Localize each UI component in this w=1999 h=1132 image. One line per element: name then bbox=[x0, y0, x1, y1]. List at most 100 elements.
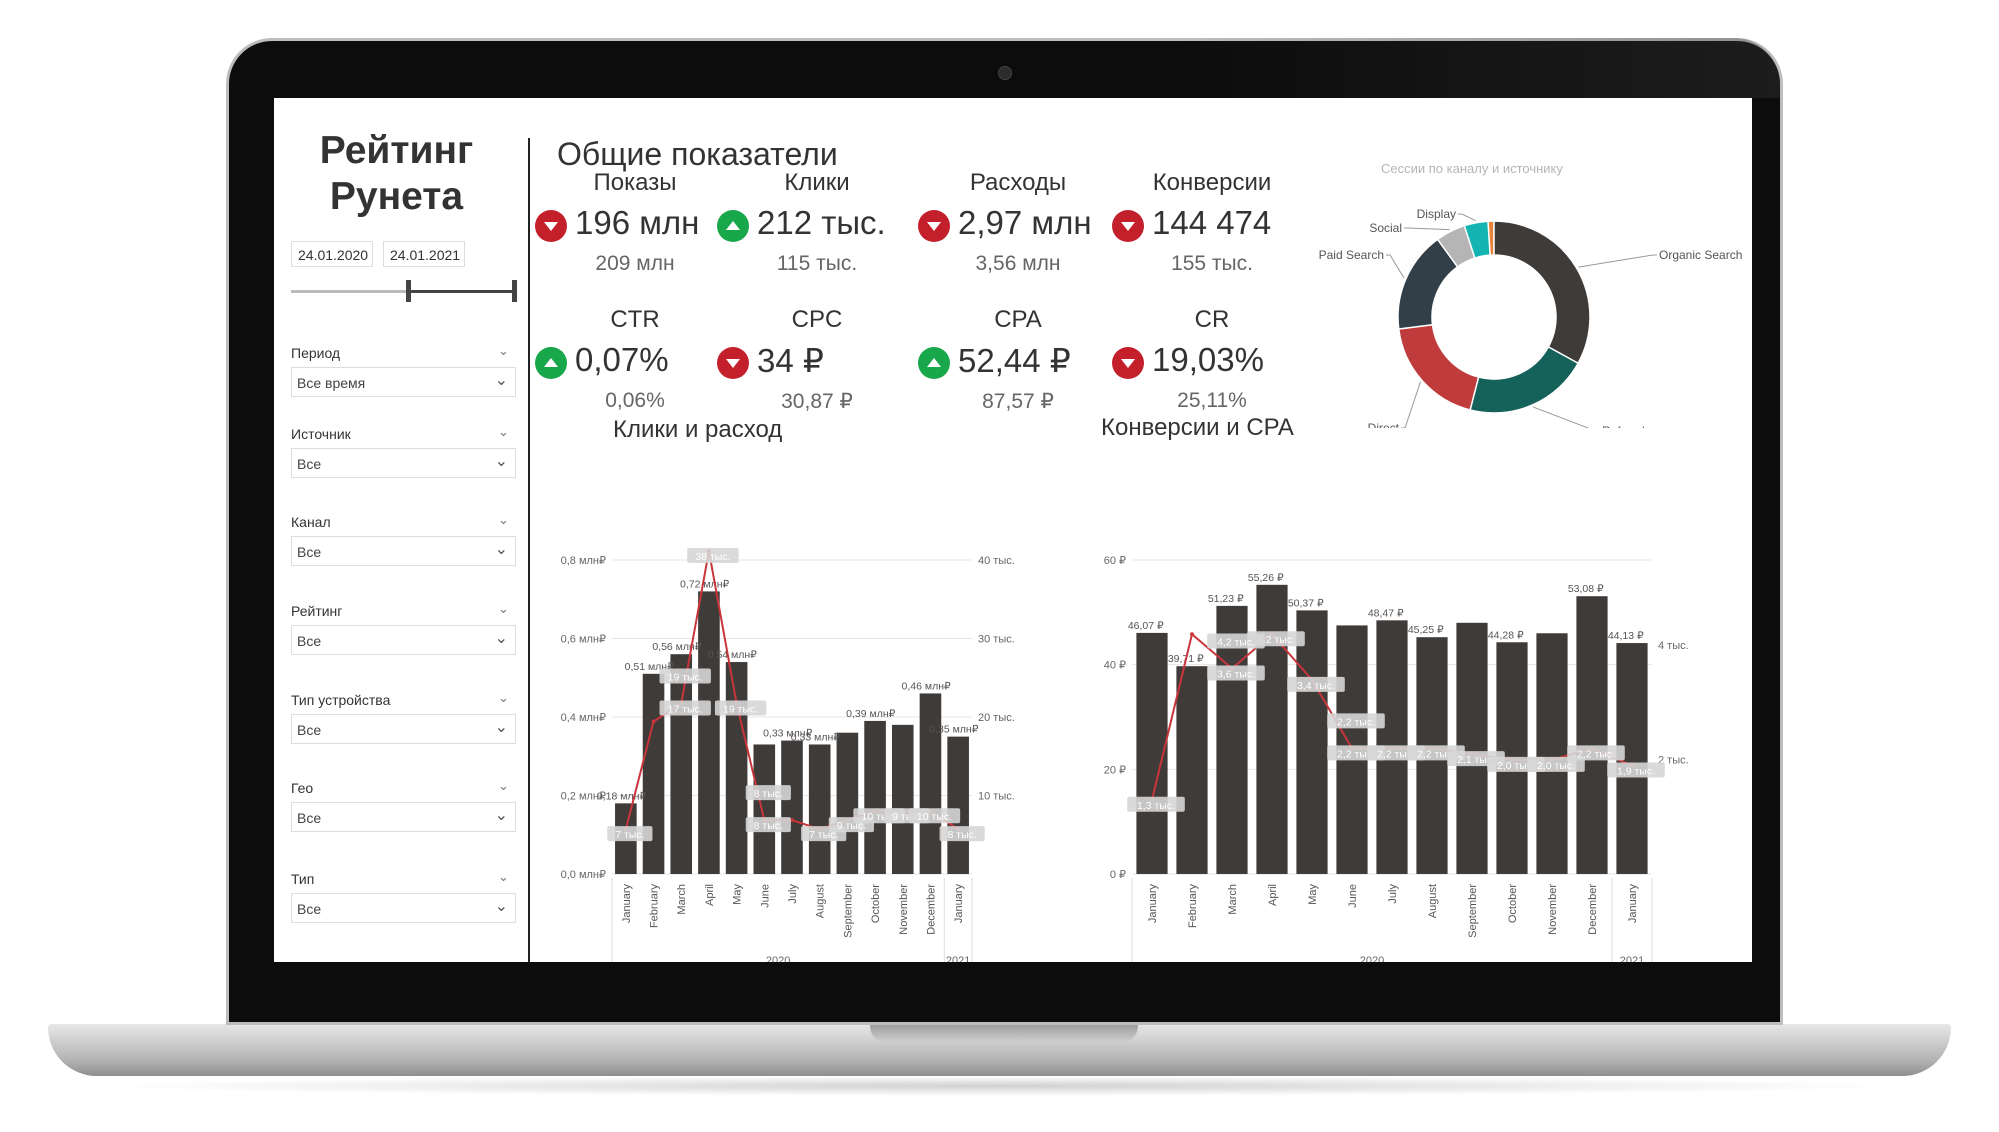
bar bbox=[891, 724, 914, 874]
x-axis-tick: January bbox=[953, 884, 965, 924]
slicer-value: Все bbox=[297, 633, 322, 649]
trend-down-icon bbox=[918, 210, 950, 242]
x-axis-tick: August bbox=[815, 884, 827, 918]
slicer-dropdown[interactable]: Все ⌄ bbox=[291, 802, 516, 832]
bar bbox=[1176, 666, 1208, 874]
x-axis-tick: February bbox=[649, 884, 661, 929]
x-axis-tick: March bbox=[1227, 884, 1239, 915]
collapse-chevron-icon[interactable]: ⌄ bbox=[498, 869, 509, 884]
slicer-dropdown[interactable]: Все ⌄ bbox=[291, 893, 516, 923]
kpi-card: CPA 52,44 ₽ 87,57 ₽ bbox=[918, 306, 1118, 414]
collapse-chevron-icon[interactable]: ⌄ bbox=[498, 424, 509, 439]
slicer-dropdown[interactable]: Все ⌄ bbox=[291, 625, 516, 655]
trend-down-icon bbox=[535, 210, 567, 242]
donut-slice bbox=[1397, 323, 1480, 411]
kpi-previous-value: 25,11% bbox=[1177, 389, 1247, 412]
x-axis-tick: April bbox=[704, 884, 716, 906]
line-label-box bbox=[659, 700, 711, 716]
date-range-track[interactable] bbox=[291, 290, 516, 293]
kpi-label: Конверсии bbox=[1152, 169, 1272, 196]
line-data-label: 3,6 тыс. bbox=[1217, 668, 1255, 680]
year-label: 2020 bbox=[766, 955, 790, 962]
bar-data-label: 44,28 ₽ bbox=[1488, 629, 1524, 641]
slicer-label: Гео bbox=[291, 780, 314, 796]
collapse-chevron-icon[interactable]: ⌄ bbox=[498, 512, 509, 527]
bar-data-label: 45,25 ₽ bbox=[1408, 624, 1444, 636]
collapse-chevron-icon[interactable]: ⌄ bbox=[498, 601, 509, 616]
x-axis-tick: June bbox=[1347, 884, 1359, 908]
kpi-previous-value: 115 тыс. bbox=[776, 252, 858, 275]
y-axis-tick: 20 ₽ bbox=[1104, 764, 1126, 776]
line-data-label: 1,3 тыс. bbox=[1137, 800, 1175, 812]
x-axis-tick: July bbox=[1387, 884, 1399, 904]
slicer-dropdown[interactable]: Все ⌄ bbox=[291, 536, 516, 566]
trend-down-icon bbox=[1112, 347, 1144, 379]
y-axis-tick: 0,0 млн₽ bbox=[561, 869, 606, 881]
x-axis-tick: December bbox=[1587, 884, 1599, 935]
conversions-cpa-chart[interactable]: 0 ₽20 ₽40 ₽60 ₽2 тыс.4 тыс.46,07 ₽39,71 … bbox=[1042, 456, 1752, 962]
bar-data-label: 48,47 ₽ bbox=[1368, 607, 1404, 619]
bar bbox=[698, 591, 720, 874]
trend-down-icon bbox=[717, 347, 749, 379]
chevron-down-icon: ⌄ bbox=[494, 453, 508, 470]
date-range-start-handle[interactable] bbox=[406, 280, 411, 302]
date-from-input[interactable]: 24.01.2020 bbox=[291, 241, 373, 267]
bar-data-label: 0,33 млн₽ bbox=[791, 731, 840, 743]
y2-axis-tick: 10 тыс. bbox=[978, 791, 1015, 803]
line-label-box bbox=[1207, 633, 1265, 649]
date-to-input[interactable]: 24.01.2021 bbox=[383, 241, 465, 267]
slicer-panel: Рейтинг Рунета 24.01.2020 24.01.2021 Пер… bbox=[274, 98, 529, 962]
slicer-value: Все время bbox=[297, 375, 366, 391]
line-data-label: 3,4 тыс. bbox=[1297, 680, 1335, 692]
slicer-value: Все bbox=[297, 901, 322, 917]
kpi-value-row: 2,97 млн bbox=[918, 204, 1118, 248]
kpi-label: Показы bbox=[593, 169, 677, 196]
donut-leader-line bbox=[1386, 254, 1405, 279]
kpi-value-row: 144 474 bbox=[1112, 204, 1312, 248]
slicer-dropdown[interactable]: Все время ⌄ bbox=[291, 367, 516, 397]
bar bbox=[753, 744, 776, 874]
donut-leader-line bbox=[1578, 254, 1657, 268]
slicer-label: Рейтинг bbox=[291, 603, 343, 619]
bar-data-label: 0,56 млн₽ bbox=[652, 641, 701, 653]
laptop-shadow bbox=[90, 1076, 1910, 1096]
slicer-dropdown[interactable]: Все ⌄ bbox=[291, 714, 516, 744]
line-label-box bbox=[939, 826, 985, 842]
x-axis-tick: June bbox=[759, 884, 771, 908]
slicer-dropdown[interactable]: Все ⌄ bbox=[291, 448, 516, 478]
kpi-label: CTR bbox=[610, 306, 660, 333]
donut-label: Organic Search bbox=[1659, 248, 1742, 262]
laptop-notch bbox=[870, 1024, 1138, 1042]
bar bbox=[1216, 605, 1248, 874]
bar bbox=[864, 720, 886, 874]
trend-up-icon bbox=[535, 347, 567, 379]
bar bbox=[1256, 584, 1288, 874]
bar-data-label: 0,39 млн₽ bbox=[846, 708, 895, 720]
panel-divider bbox=[528, 138, 530, 962]
lid-sheen bbox=[1180, 38, 1780, 98]
bar-data-label: 0,33 млн₽ bbox=[763, 728, 812, 740]
y-axis-tick: 40 ₽ bbox=[1104, 660, 1126, 672]
line-label-box bbox=[1527, 756, 1585, 772]
kpi-card: Расходы 2,97 млн 3,56 млн bbox=[918, 169, 1118, 276]
collapse-chevron-icon[interactable]: ⌄ bbox=[498, 343, 509, 358]
kpi-value: 0,07% bbox=[575, 341, 669, 378]
y2-axis-tick: 20 тыс. bbox=[978, 712, 1015, 724]
line-point bbox=[790, 818, 794, 823]
bar bbox=[919, 693, 942, 874]
slicer-value: Все bbox=[297, 722, 322, 738]
date-range-end-handle[interactable] bbox=[512, 280, 517, 302]
collapse-chevron-icon[interactable]: ⌄ bbox=[498, 690, 509, 705]
kpi-value-row: 196 млн bbox=[535, 204, 735, 248]
collapse-chevron-icon[interactable]: ⌄ bbox=[498, 778, 509, 793]
donut-leader-line bbox=[1404, 227, 1450, 231]
kpi-value: 144 474 bbox=[1152, 204, 1272, 241]
clicks-spend-chart[interactable]: 0,0 млн₽ 0,2 млн₽ 0,4 млн₽ 0,6 млн₽ 0,8 млн₽… bbox=[542, 456, 1042, 962]
sessions-donut-chart[interactable]: Organic Search Referral Direct Paid Search S… bbox=[1274, 168, 1744, 428]
x-axis-tick: September bbox=[1467, 884, 1479, 938]
kpi-previous-value: 209 млн bbox=[595, 252, 675, 275]
bar-data-label: 53,08 ₽ bbox=[1568, 583, 1604, 595]
line-data-label: 2,2 тыс. bbox=[1337, 716, 1375, 728]
line-data-label: 19 тыс. bbox=[723, 704, 758, 716]
line-data-label: 2,2 тыс. bbox=[1577, 748, 1615, 760]
